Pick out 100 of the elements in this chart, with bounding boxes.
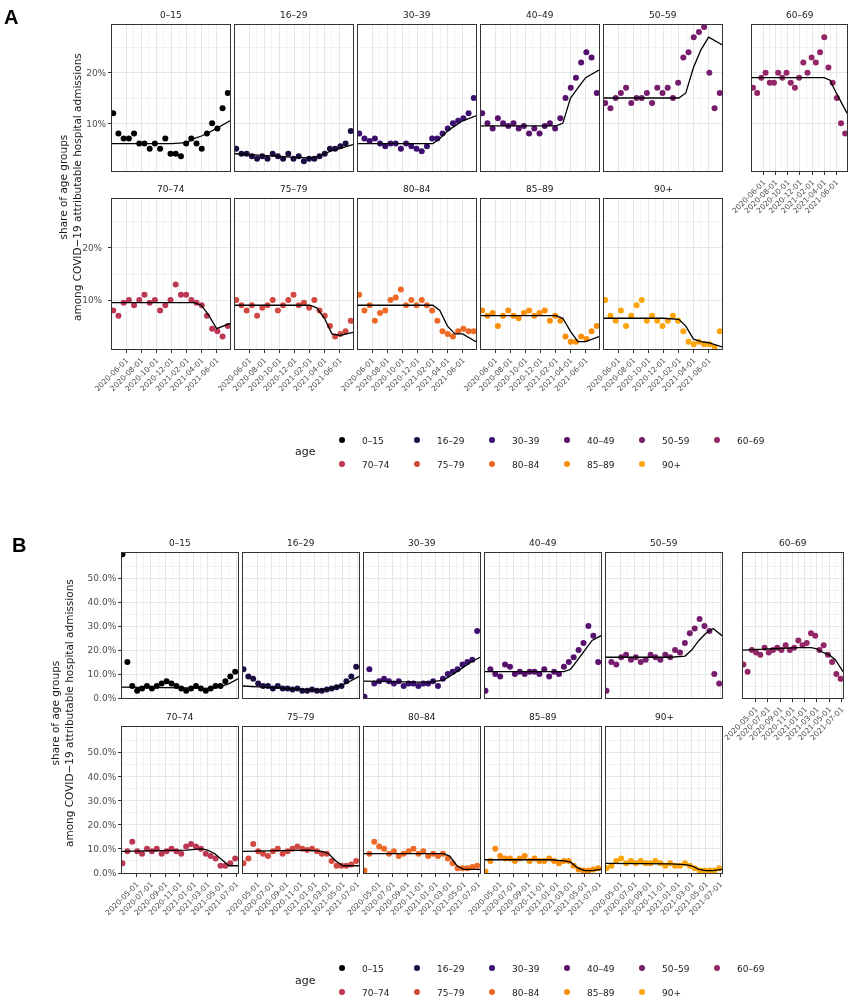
point <box>300 158 307 165</box>
point <box>570 654 577 661</box>
point <box>209 325 216 332</box>
point <box>162 135 169 142</box>
point <box>131 130 138 137</box>
point <box>557 115 564 122</box>
point <box>377 310 384 317</box>
point <box>227 673 234 680</box>
point <box>782 642 789 649</box>
point <box>212 855 219 862</box>
point <box>654 84 661 91</box>
point <box>659 89 666 96</box>
point <box>787 79 794 86</box>
point <box>167 150 174 157</box>
point <box>280 155 287 162</box>
y-tick-label: 10.0% <box>87 669 117 680</box>
point <box>444 330 451 337</box>
legend-label: 80–84 <box>512 459 540 470</box>
point <box>285 150 292 157</box>
point <box>623 651 630 658</box>
point <box>429 307 436 314</box>
chart-title: 40–49 <box>526 10 554 20</box>
point <box>157 307 164 314</box>
point <box>460 325 467 332</box>
y-tick-label: 50.0% <box>87 573 117 584</box>
point <box>686 630 693 637</box>
point <box>348 673 355 680</box>
point <box>617 89 624 96</box>
point <box>662 651 669 658</box>
point <box>209 120 216 127</box>
point <box>397 286 404 293</box>
point <box>418 297 425 304</box>
point <box>560 663 567 670</box>
point <box>701 25 708 31</box>
chart-title: 60–69 <box>786 10 814 20</box>
point <box>562 95 569 101</box>
point <box>279 850 286 857</box>
point <box>497 673 504 680</box>
point <box>219 333 226 340</box>
legend-label: 90+ <box>662 459 681 470</box>
legend-label: 85–89 <box>587 987 615 998</box>
point <box>217 862 224 869</box>
point <box>633 302 640 309</box>
point <box>711 105 718 112</box>
point <box>274 307 281 314</box>
point <box>588 328 595 335</box>
point <box>791 84 798 91</box>
legend-label: 0–15 <box>362 435 384 446</box>
chart-title: 0–15 <box>169 538 191 548</box>
y-tick-label: 0.0% <box>93 868 117 879</box>
point <box>506 663 513 670</box>
chart-title: 50–59 <box>649 10 677 20</box>
point <box>465 110 472 117</box>
point <box>578 333 585 340</box>
point <box>162 302 169 309</box>
point <box>115 312 122 319</box>
point <box>567 338 574 345</box>
point <box>817 49 824 56</box>
point <box>526 307 533 314</box>
point <box>198 145 205 152</box>
point <box>565 659 572 666</box>
point <box>353 663 359 670</box>
point <box>583 49 590 56</box>
point <box>177 291 184 298</box>
chart-title: 80–84 <box>408 712 436 722</box>
point <box>259 304 266 311</box>
chart-title: 85–89 <box>526 184 554 194</box>
y-tick-label: 40.0% <box>87 771 117 782</box>
point <box>593 89 599 96</box>
point <box>649 100 656 107</box>
point <box>390 848 397 855</box>
point <box>232 668 238 675</box>
chart-title: 50–59 <box>650 538 678 548</box>
point <box>825 64 832 71</box>
point <box>716 680 722 687</box>
point <box>608 659 615 666</box>
point <box>125 135 132 142</box>
point <box>413 145 420 152</box>
point <box>659 323 666 330</box>
point <box>245 673 252 680</box>
point <box>264 155 271 162</box>
y-tick-label: 30.0% <box>87 795 117 806</box>
point <box>439 328 446 335</box>
y-tick-label: 20% <box>86 67 107 78</box>
point <box>232 855 238 862</box>
point <box>235 145 240 152</box>
point <box>183 291 190 298</box>
point <box>285 297 292 304</box>
chart-title: 70–74 <box>166 712 194 722</box>
point <box>382 307 389 314</box>
chart-title: 16–29 <box>280 10 308 20</box>
point <box>800 59 807 66</box>
point <box>643 89 650 96</box>
point <box>129 838 136 845</box>
point <box>219 105 226 112</box>
point <box>623 323 630 330</box>
point <box>795 637 802 644</box>
point <box>366 666 373 673</box>
point <box>649 312 656 319</box>
point <box>604 297 609 304</box>
